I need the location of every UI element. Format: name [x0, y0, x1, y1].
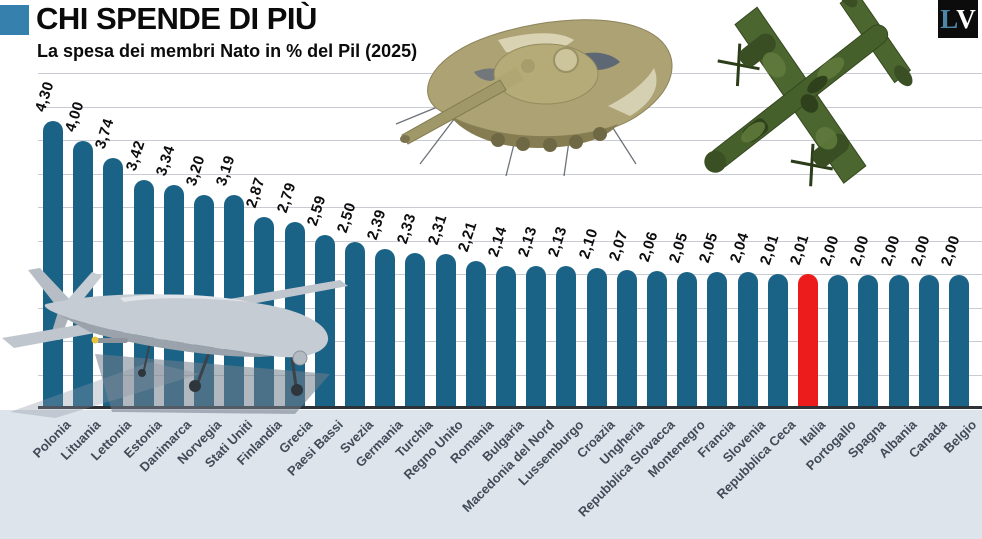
bar-regno-unito: [435, 254, 456, 409]
gridline: [38, 207, 982, 208]
page-title: CHI SPENDE DI PIÙ: [36, 1, 317, 36]
value-label: 4,00: [62, 99, 88, 134]
bar-canada: [918, 275, 939, 409]
lv-logo-letter-l: L: [940, 3, 959, 34]
value-label: 2,14: [484, 224, 511, 259]
bar-germania: [375, 248, 396, 409]
bar-macedonia-del-nord: [526, 266, 547, 409]
bar-belgio: [949, 275, 969, 409]
value-label: 4,30: [31, 79, 58, 114]
value-label: 2,00: [877, 233, 904, 268]
title-accent-square: [0, 5, 29, 35]
bar-francia: [707, 271, 728, 409]
value-label: 3,74: [92, 116, 118, 152]
value-label: 2,00: [847, 233, 873, 268]
value-label: 2,13: [545, 224, 571, 260]
bar-croazia: [586, 268, 607, 409]
bar-portogallo: [828, 275, 849, 409]
value-label: 2,00: [937, 233, 964, 268]
value-label: 2,50: [333, 199, 360, 235]
x-axis-line: [38, 406, 982, 409]
value-label: 3,19: [213, 153, 239, 189]
value-label: 2,31: [424, 212, 451, 248]
bar-italia: [798, 274, 818, 409]
lv-logo-letter-v: V: [956, 3, 976, 34]
lv-logo: L V: [938, 0, 978, 38]
bar-lettonia: [103, 158, 124, 409]
tank-image: [395, 19, 673, 177]
bar-ungheria: [616, 270, 637, 409]
value-label: 2,05: [666, 230, 692, 265]
value-label: 2,07: [605, 228, 632, 264]
bar-svezia: [345, 241, 365, 409]
bar-bulgaria: [496, 265, 516, 409]
value-label: 2,06: [635, 229, 662, 264]
bar-romania: [465, 260, 486, 409]
category-label-band: [0, 410, 982, 539]
bar-lussemburgo: [556, 266, 577, 409]
bar-spagna: [858, 275, 879, 409]
value-label: 2,01: [786, 232, 813, 268]
value-label: 2,10: [575, 226, 602, 262]
value-label: 2,01: [756, 232, 783, 268]
bar-lituania: [73, 141, 94, 409]
value-label: 2,87: [243, 175, 269, 210]
value-label: 2,79: [273, 180, 300, 216]
bar-repubblica-slovacca: [647, 270, 667, 409]
value-label: 2,13: [515, 224, 541, 260]
value-label: 2,59: [303, 193, 330, 229]
bar-slovenia: [737, 272, 758, 409]
value-label: 2,39: [364, 207, 390, 242]
drone-image: [2, 268, 348, 418]
value-label: 3,42: [122, 138, 149, 173]
gridline: [38, 240, 982, 242]
value-label: 2,05: [696, 230, 722, 265]
value-label: 2,21: [454, 219, 481, 254]
bar-montenegro: [677, 271, 698, 409]
bar-albania: [888, 275, 909, 409]
value-label: 2,00: [817, 233, 843, 268]
bar-paesi-bassi: [314, 235, 335, 409]
aircraft-image: [704, 0, 913, 187]
page-subtitle: La spesa dei membri Nato in % del Pil (2…: [37, 41, 418, 61]
bar-repubblica-ceca: [767, 274, 788, 409]
value-label: 2,00: [907, 233, 934, 268]
value-label: 2,04: [726, 230, 753, 266]
bar-turchia: [405, 252, 426, 409]
value-label: 3,20: [182, 153, 209, 188]
gridline: [38, 173, 982, 175]
